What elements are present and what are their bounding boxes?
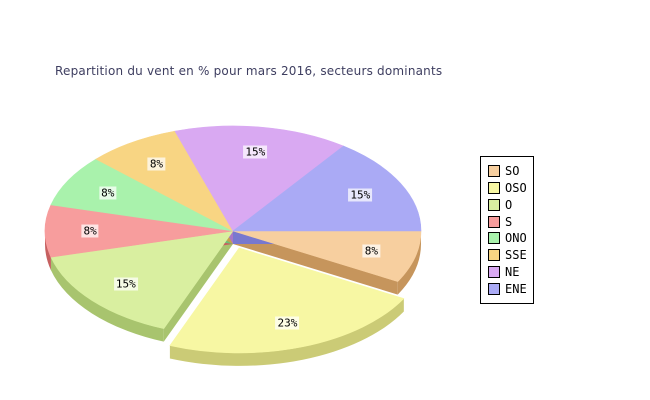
pie-slice-SSE <box>95 130 234 232</box>
legend-swatch-ONO <box>488 232 500 245</box>
slice-value-label-NE: 15% <box>243 145 268 159</box>
legend-box: SO OSO O S ONO SSE NE ENE <box>480 156 534 304</box>
pie-slice-O-radial-wall-start <box>163 231 233 342</box>
legend-swatch-SSE <box>488 249 500 262</box>
legend-item-SO: SO <box>488 163 533 178</box>
slice-value-label-SO: 8% <box>362 244 381 258</box>
pie-slice-SO-rim-wall <box>397 231 421 295</box>
legend-swatch-OSO <box>488 181 500 194</box>
slice-value-label-OSO: 23% <box>275 316 300 330</box>
pie-slice-ONO <box>50 158 234 232</box>
pie-slice-S-rim-wall <box>45 231 51 271</box>
legend-label: NE <box>505 265 520 280</box>
legend-label: ENE <box>505 282 527 296</box>
legend-label: S <box>505 214 513 229</box>
pie-slice-SO <box>232 230 422 282</box>
pie-slice-OSO-rim-wall <box>169 298 404 366</box>
chart-title: Repartition du vent en % pour mars 2016,… <box>55 64 443 78</box>
pie-slice-S <box>44 204 234 258</box>
legend-item-ONO: ONO <box>488 231 533 246</box>
slice-value-label-ENE: 15% <box>348 188 373 202</box>
legend-label: SO <box>505 163 520 178</box>
legend-item-O: O <box>488 197 533 212</box>
legend-label: O <box>505 197 513 212</box>
slice-value-label-S: 8% <box>81 224 99 238</box>
pie-slice-ENE <box>232 145 422 232</box>
pie-slice-O-rim-wall <box>50 257 164 342</box>
legend-swatch-O <box>488 198 500 211</box>
legend-label: OSO <box>505 180 527 195</box>
legend-item-S: S <box>488 214 533 229</box>
legend-swatch-SO <box>488 164 500 177</box>
legend-swatch-ENE <box>488 283 500 295</box>
pie-slice-O <box>50 230 234 329</box>
pie-slice-NE <box>174 125 345 232</box>
legend-item-SSE: SSE <box>488 248 533 263</box>
slice-value-label-O: 15% <box>113 277 138 291</box>
legend-item-OSO: OSO <box>488 180 533 195</box>
legend-item-NE: NE <box>488 265 533 280</box>
legend-swatch-NE <box>488 266 500 279</box>
legend-swatch-S <box>488 215 500 228</box>
slice-value-label-SSE: 8% <box>147 157 166 171</box>
legend-item-ENE: ENE <box>488 283 533 295</box>
legend-label: ONO <box>505 231 527 246</box>
slice-value-label-ONO: 8% <box>99 186 117 200</box>
pie-slice-SO-radial-wall-end <box>233 231 398 295</box>
legend-label: SSE <box>505 248 527 263</box>
pie-slice-OSO <box>169 247 405 354</box>
